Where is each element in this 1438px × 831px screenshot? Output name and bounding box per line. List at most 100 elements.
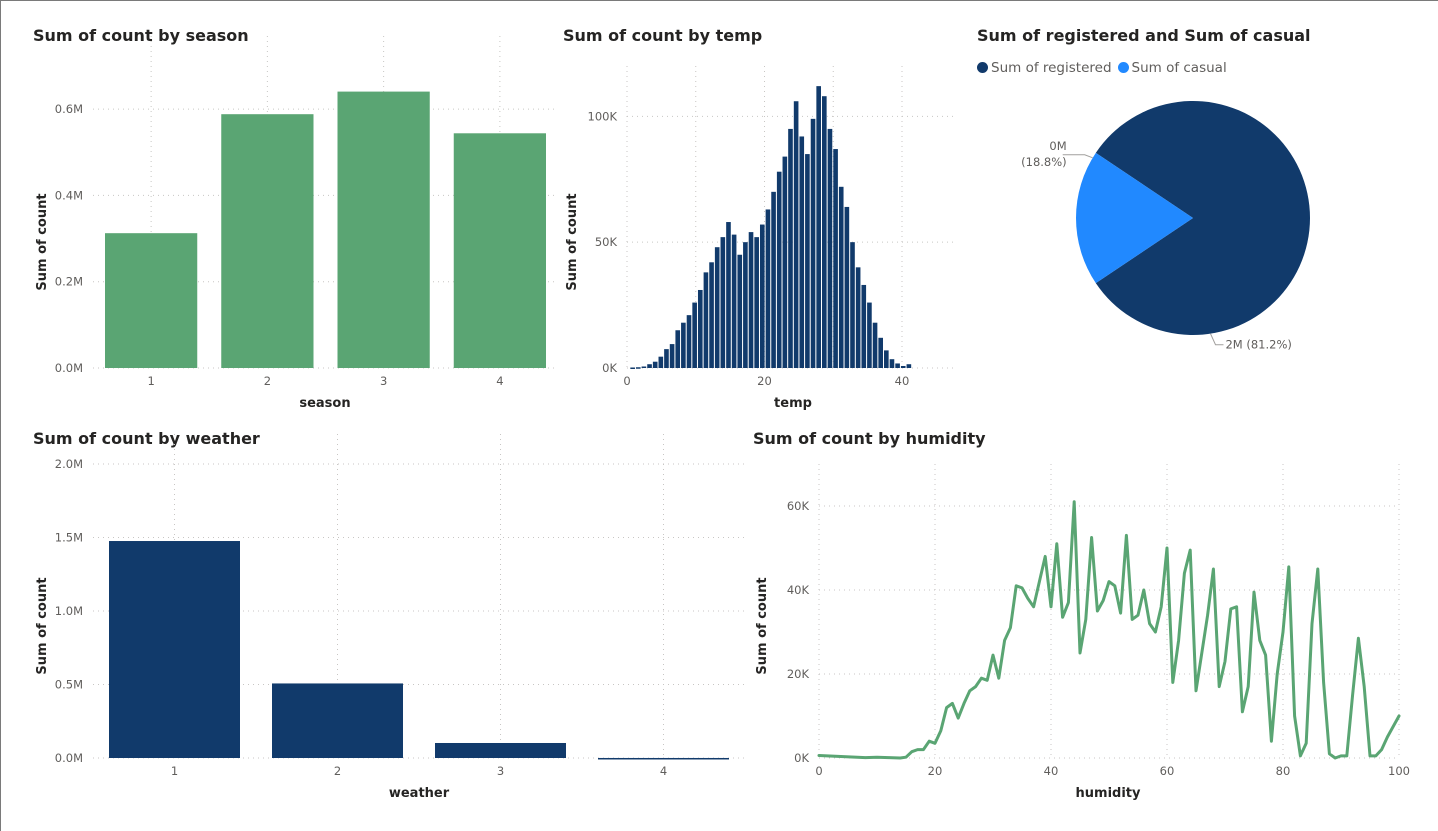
temp-bar [641, 366, 647, 368]
temp-bar [669, 344, 675, 368]
weather-y-tick-label: 0.5M [55, 678, 83, 692]
season-bar [453, 133, 546, 368]
season-chart-plot: 0.0M 0.2M 0.4M 0.6M 1 2 3 4 season Sum of count [35, 36, 558, 411]
pie-chart-visual[interactable]: Sum of registered and Sum of casual Sum … [977, 26, 1417, 406]
temp-bar [844, 206, 850, 368]
temp-bar [720, 237, 726, 368]
weather-y-axis-title: Sum of count [35, 577, 50, 674]
temp-bar [754, 237, 759, 368]
weather-chart-visual[interactable]: Sum of count by weather 0.0M 0.5M 1.0M 1.5M… [33, 429, 753, 819]
temp-bar [816, 86, 821, 368]
season-y-tick-label: 0.4M [55, 188, 83, 202]
humidity-y-tick-label: 60K [787, 499, 810, 513]
legend-label-registered: Sum of registered [991, 60, 1112, 76]
temp-bar [647, 364, 652, 368]
temp-bar [635, 367, 641, 369]
temp-y-tick-label: 0K [602, 361, 617, 375]
season-y-axis-title: Sum of count [35, 193, 50, 290]
temp-bar [855, 267, 861, 368]
humidity-series-line [817, 500, 1401, 760]
pie-label-registered: 2M (81.2%) [1225, 338, 1291, 352]
temp-bar [805, 154, 810, 368]
season-x-tick-label: 4 [496, 374, 503, 388]
temp-bar [878, 337, 883, 368]
humidity-chart-title: Sum of count by humidity [753, 429, 986, 448]
temp-bar [686, 315, 692, 368]
pie-label-casual-value: 0M [1049, 139, 1066, 153]
temp-bar [838, 186, 844, 368]
season-chart-visual[interactable]: Sum of count by season 0.0M 0.2M 0.4M 0.6M 1… [33, 26, 558, 416]
temp-bar [737, 254, 743, 368]
temp-bar [872, 322, 878, 368]
season-x-tick-label: 1 [147, 374, 154, 388]
humidity-x-tick-label: 0 [815, 764, 822, 778]
humidity-chart-plot: 0K 20K 40K 60K 0 20 40 60 80 100 humidity Sum of co… [755, 464, 1410, 801]
pie-label-casual-percent: (18.8%) [1021, 155, 1067, 169]
humidity-x-axis-title: humidity [1076, 786, 1141, 801]
temp-bar [833, 149, 838, 368]
weather-x-tick-label: 2 [334, 764, 341, 778]
temp-bar [714, 247, 720, 368]
temp-bar [731, 234, 737, 368]
humidity-y-tick-label: 0K [794, 751, 809, 765]
temp-y-tick-label: 50K [595, 235, 618, 249]
temp-y-axis-title: Sum of count [565, 193, 580, 290]
season-x-tick-label: 2 [264, 374, 271, 388]
temp-bar [782, 156, 788, 368]
weather-bar [109, 541, 240, 758]
temp-bar [664, 349, 669, 368]
temp-bar [799, 136, 805, 368]
canvas-top-border [0, 0, 1438, 1]
temp-bar [906, 364, 912, 368]
temp-bar [861, 284, 867, 368]
temp-bar [822, 96, 827, 368]
weather-y-tick-label: 2.0M [55, 457, 83, 471]
season-y-tick-label: 0.0M [55, 361, 83, 375]
weather-chart-plot: 0.0M 0.5M 1.0M 1.5M 2.0M 1 2 3 4 weather Sum of co… [35, 434, 745, 801]
temp-x-tick-label: 40 [895, 374, 910, 388]
weather-x-axis-title: weather [389, 786, 450, 801]
pie-chart-title: Sum of registered and Sum of casual [977, 26, 1311, 45]
humidity-x-tick-label: 80 [1276, 764, 1291, 778]
temp-bar [709, 262, 714, 368]
temp-chart-visual[interactable]: Sum of count by temp 0K 50K 100K 0 20 40 temp S… [563, 26, 963, 416]
temp-bar [889, 359, 895, 368]
legend-dot-registered [977, 62, 988, 73]
canvas-left-border [0, 0, 1, 831]
weather-chart-title: Sum of count by weather [33, 429, 260, 448]
humidity-x-tick-label: 40 [1044, 764, 1059, 778]
temp-bar [743, 242, 748, 368]
temp-bar [827, 128, 833, 368]
weather-y-tick-label: 1.0M [55, 604, 83, 618]
temp-bar [850, 242, 855, 368]
temp-bar [658, 356, 664, 368]
humidity-chart-visual[interactable]: Sum of count by humidity 0K 20K 40K 60K 0 20 4… [753, 429, 1423, 819]
temp-bar [675, 330, 681, 368]
pie-legend: Sum of registered Sum of casual [977, 60, 1233, 76]
legend-item-casual[interactable]: Sum of casual [1117, 60, 1227, 76]
temp-bar [867, 302, 872, 368]
temp-x-tick-label: 0 [623, 374, 630, 388]
pie-slice-casual [1076, 152, 1193, 284]
humidity-x-tick-label: 100 [1388, 764, 1410, 778]
legend-item-registered[interactable]: Sum of registered [977, 60, 1112, 76]
temp-bar [771, 191, 776, 368]
temp-bar [681, 322, 686, 368]
temp-x-tick-label: 20 [757, 374, 772, 388]
temp-bar [793, 101, 799, 368]
temp-bar [895, 363, 900, 368]
temp-bar [776, 171, 782, 368]
temp-bar [759, 224, 765, 368]
temp-chart-title: Sum of count by temp [563, 26, 763, 45]
temp-bar [652, 361, 658, 368]
season-chart-title: Sum of count by season [33, 26, 249, 45]
pie-chart-plot: 0M (18.8%) 2M (81.2%) [1021, 101, 1311, 352]
legend-label-casual: Sum of casual [1131, 60, 1227, 76]
season-x-axis-title: season [299, 396, 350, 411]
temp-bar [884, 350, 889, 368]
season-y-tick-label: 0.6M [55, 102, 83, 116]
weather-x-tick-label: 4 [660, 764, 667, 778]
humidity-x-tick-label: 20 [928, 764, 943, 778]
legend-dot-casual [1117, 62, 1129, 73]
weather-bar [435, 742, 566, 758]
